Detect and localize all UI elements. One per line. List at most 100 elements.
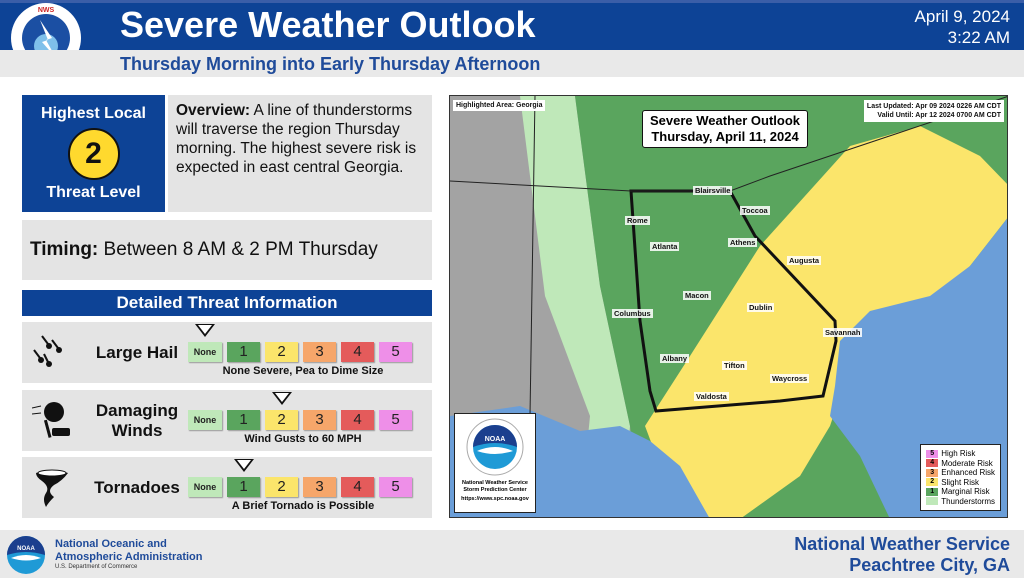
thunderstorm-area: [520, 96, 630, 517]
svg-text:NWS: NWS: [38, 7, 55, 14]
threat-description: A Brief Tornado is Possible: [231, 500, 375, 512]
level-pointer-icon: [233, 459, 254, 472]
scale-cell: 3: [303, 410, 336, 430]
threat-bottom-label: Threat Level: [46, 184, 141, 201]
scale-cell: 3: [303, 342, 336, 362]
map-graphic: [450, 96, 1007, 517]
threat-description: None Severe, Pea to Dime Size: [222, 365, 384, 377]
spc-url[interactable]: https://www.spc.noaa.gov: [461, 496, 529, 502]
city-label: Blairsville: [693, 186, 733, 195]
legend-swatch: 5: [926, 449, 939, 458]
page-title: Severe Weather Outlook: [120, 4, 536, 45]
threat-description: Wind Gusts to 60 MPH: [244, 433, 362, 445]
threat-level-badge: 2: [67, 128, 120, 180]
scale-cell: None: [188, 477, 222, 497]
city-label: Dublin: [747, 303, 775, 312]
threat-scale: None 1 2 3 4 5: [188, 410, 412, 430]
threat-name: Tornadoes: [94, 478, 180, 497]
scale-cell: None: [188, 410, 222, 430]
legend-item: 2 Slight Risk: [926, 478, 995, 488]
threat-name: Damaging Winds: [95, 401, 179, 440]
legend-label: Moderate Risk: [941, 458, 993, 468]
timing-box: Timing: Between 8 AM & 2 PM Thursday: [22, 220, 432, 280]
scale-cell: 2: [265, 410, 298, 430]
noaa-name: National Oceanic and Atmospheric Administ…: [55, 538, 203, 564]
threat-scale: None 1 2 3 4 5: [188, 342, 412, 362]
outlook-map: Highlighted Area: Georgia Last Updated: …: [449, 95, 1008, 518]
legend-label: Enhanced Risk: [941, 468, 995, 477]
threat-top-label: Highest Local: [41, 105, 146, 122]
highest-threat-box: Highest Local 2 Threat Level: [22, 95, 165, 212]
slight-risk-area: [645, 126, 1007, 517]
overview-box: Overview: A line of thunderstorms will t…: [168, 95, 432, 212]
legend-label: Marginal Risk: [941, 487, 990, 496]
overview-text: A line of thunderstorms will traverse th…: [176, 102, 417, 176]
office-name: Peachtree City, GA: [849, 555, 1010, 575]
legend-item: 1 Marginal Risk: [926, 487, 995, 497]
legend-item: 5 High Risk: [926, 449, 995, 459]
legend-swatch: 3: [926, 468, 939, 477]
city-label: Valdosta: [694, 392, 729, 401]
subtitle: Thursday Morning into Early Thursday Aft…: [120, 54, 541, 74]
noaa-logo: NOAA: [466, 418, 524, 476]
scale-cell: None: [188, 342, 222, 362]
city-label: Rome: [625, 216, 650, 225]
timing-text: Between 8 AM & 2 PM Thursday: [98, 239, 378, 260]
threat-name: Large Hail: [95, 343, 179, 362]
scale-cell: 4: [341, 342, 374, 362]
timing-label: Timing:: [30, 239, 99, 260]
city-label: Albany: [660, 354, 690, 363]
legend-swatch: 2: [926, 478, 939, 487]
noaa-footer-logo-text: NOAA: [17, 546, 35, 552]
map-legend: 5 High Risk 4 Moderate Risk 3 Enhanced Risk 2 S…: [920, 444, 1001, 511]
threat-row: Tornadoes None 1 2 3 4 5 A Brief Tornado is P…: [22, 457, 432, 518]
noaa-line1: National Oceanic and: [55, 538, 167, 550]
scale-cell: 1: [227, 342, 260, 362]
hail-icon: [32, 332, 72, 372]
city-label: Waycross: [770, 374, 810, 383]
overview-label: Overview:: [176, 102, 251, 119]
city-label: Augusta: [787, 256, 821, 265]
legend-item: 3 Enhanced Risk: [926, 468, 995, 478]
city-label: Athens: [728, 238, 758, 247]
legend-label: Slight Risk: [941, 477, 979, 487]
nws-office: National Weather Service Peachtree City, …: [794, 534, 1010, 576]
city-label: Savannah: [823, 328, 863, 337]
level-pointer-icon: [195, 324, 215, 337]
scale-cell: 4: [341, 477, 374, 497]
map-title-line1: Severe Weather Outlook: [650, 113, 801, 128]
footer-bar: [0, 530, 1024, 578]
map-title: Severe Weather Outlook Thursday, April 11…: [642, 110, 809, 148]
nws-name: National Weather Service: [794, 534, 1010, 554]
detailed-threat-header: Detailed Threat Information: [22, 290, 432, 316]
scale-cell: 1: [227, 410, 260, 430]
wind-damage-icon: [31, 400, 72, 440]
issued-datetime: April 9, 2024 3:22 AM: [915, 6, 1010, 48]
city-label: Tifton: [722, 361, 747, 370]
legend-swatch: [926, 497, 939, 506]
header-bar: [0, 0, 1024, 50]
noaa-footer-logo: NOAA: [7, 536, 45, 574]
state-border: [529, 96, 536, 417]
scale-cell: 2: [265, 477, 298, 497]
georgia-outline: [629, 189, 838, 413]
last-updated: Last Updated: Apr 09 2024 0226 AM CDT: [866, 103, 1001, 110]
atlantic-ocean: [830, 218, 1007, 517]
noaa-logo-text: NOAA: [485, 436, 506, 443]
scale-cell: 1: [227, 477, 260, 497]
noaa-line2: Atmospheric Administration: [55, 551, 203, 563]
spc-logo-box: NOAA National Weather Service Storm Pred…: [454, 413, 536, 513]
city-label: Atlanta: [650, 242, 680, 251]
scale-cell: 5: [379, 342, 412, 362]
valid-until: Valid Until: Apr 12 2024 0700 AM CDT: [877, 112, 1001, 119]
map-title-line2: Thursday, April 11, 2024: [651, 129, 799, 144]
scale-cell: 5: [379, 477, 412, 497]
spc-line1: National Weather Service: [462, 480, 528, 486]
issued-date: April 9, 2024: [914, 7, 1010, 26]
city-label: Columbus: [612, 309, 653, 318]
threat-scale: None 1 2 3 4 5: [188, 477, 412, 497]
scale-cell: 3: [303, 477, 336, 497]
threat-row: Damaging Winds None 1 2 3 4 5 Wind Gusts to 6…: [22, 390, 432, 451]
highlighted-area: Highlighted Area: Georgia: [453, 100, 546, 111]
legend-item: Thunderstorms: [926, 497, 995, 507]
